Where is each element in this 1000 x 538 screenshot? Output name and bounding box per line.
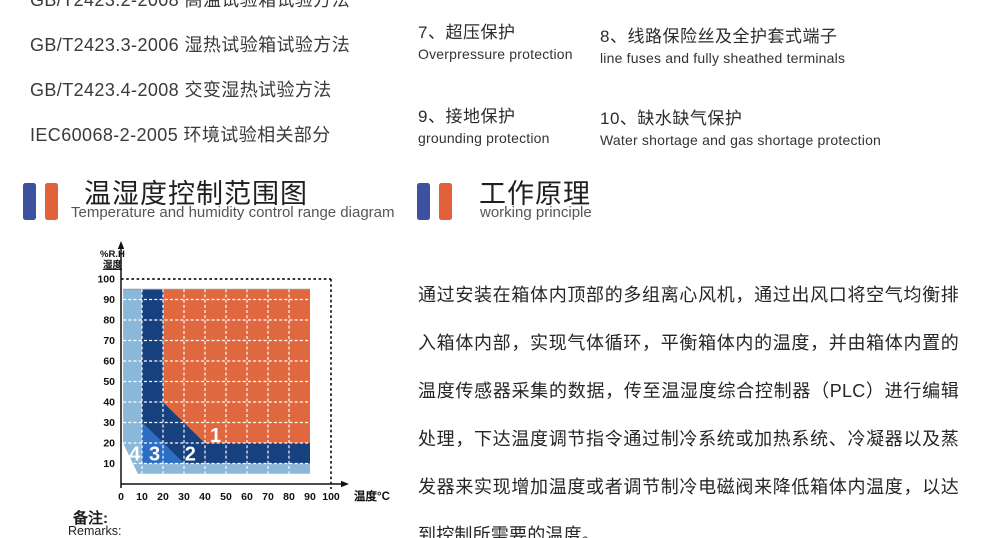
svg-text:30: 30 <box>103 417 115 429</box>
svg-text:60: 60 <box>103 356 115 368</box>
svg-text:80: 80 <box>103 315 115 327</box>
svg-text:40: 40 <box>199 491 211 503</box>
svg-text:80: 80 <box>283 491 295 503</box>
section-bars-icon <box>417 183 457 221</box>
blue-bar-icon <box>417 183 430 220</box>
svg-text:0: 0 <box>118 491 124 503</box>
svg-text:10: 10 <box>136 491 148 503</box>
svg-text:70: 70 <box>103 335 115 347</box>
blue-bar-icon <box>23 183 36 220</box>
svg-text:20: 20 <box>103 438 115 450</box>
working-principle-paragraph: 通过安装在箱体内顶部的多组离心风机，通过出风口将空气均衡排 入箱体内部，实现气体… <box>418 271 959 538</box>
svg-text:1: 1 <box>210 425 221 447</box>
protection-title-zh: 8、线路保险丝及全护套式端子 <box>600 27 838 46</box>
svg-text:70: 70 <box>262 491 274 503</box>
svg-text:10: 10 <box>103 458 115 470</box>
protection-title-en: grounding protection <box>418 130 550 146</box>
svg-text:20: 20 <box>157 491 169 503</box>
svg-text:4: 4 <box>129 443 141 465</box>
svg-text:90: 90 <box>103 294 115 306</box>
protection-item-9: 9、接地保护 grounding protection <box>418 102 550 146</box>
remarks-label-zh: 备注: <box>73 510 108 527</box>
svg-text:30: 30 <box>178 491 190 503</box>
standard-item: IEC60068-2-2005 环境试验相关部分 <box>30 125 331 145</box>
svg-text:2: 2 <box>185 443 196 465</box>
svg-text:温度°C: 温度°C <box>354 489 390 503</box>
svg-text:50: 50 <box>220 491 232 503</box>
section-bars-icon <box>23 183 63 221</box>
protection-item-8: 8、线路保险丝及全护套式端子 line fuses and fully shea… <box>600 22 845 66</box>
standard-item: GB/T2423.4-2008 交变湿热试验方法 <box>30 80 332 100</box>
protection-title-zh: 10、缺水缺气保护 <box>600 109 743 128</box>
svg-text:3: 3 <box>149 443 160 465</box>
svg-text:湿度: 湿度 <box>103 259 123 271</box>
svg-text:50: 50 <box>103 376 115 388</box>
paragraph-line: 到控制所需要的温度。 <box>418 525 600 538</box>
orange-bar-icon <box>45 183 58 220</box>
protection-title-zh: 7、超压保护 <box>418 23 516 42</box>
paragraph-line: 处理，下达温度调节指令通过制冷系统或加热系统、冷凝器以及蒸 <box>418 429 959 449</box>
range-chart-svg: 0 10 20 30 40 50 60 70 80 90 100 10 20 30 40 50 60 70 80 90… <box>97 241 390 503</box>
standard-item: GB/T2423.3-2006 湿热试验箱试验方法 <box>30 35 351 55</box>
paragraph-line: 发器来实现增加温度或者调节制冷电磁阀来降低箱体内温度，以达 <box>418 477 959 497</box>
svg-text:%R.H: %R.H <box>100 249 125 260</box>
protection-title-en: Overpressure protection <box>418 46 573 62</box>
remarks-label-en: Remarks: <box>68 524 122 538</box>
protection-title-en: Water shortage and gas shortage protecti… <box>600 132 882 148</box>
svg-text:100: 100 <box>98 274 115 286</box>
protection-title-en: line fuses and fully sheathed terminals <box>600 50 846 66</box>
orange-bar-icon <box>439 183 452 220</box>
svg-text:40: 40 <box>103 397 115 409</box>
svg-text:60: 60 <box>241 491 253 503</box>
section-title-working-principle: 工作原理 <box>479 179 591 209</box>
standard-item: GB/T2423.2-2008 高温试验箱试验方法 <box>30 0 351 10</box>
protection-item-10: 10、缺水缺气保护 Water shortage and gas shortag… <box>600 104 881 148</box>
protection-title-zh: 9、接地保护 <box>418 107 516 126</box>
paragraph-line: 入箱体内部，实现气体循环，平衡箱体内的温度，并由箱体内置的 <box>418 333 959 353</box>
section-subtitle-working-principle: working principle <box>480 204 592 221</box>
humidity-temperature-range-chart: 0 10 20 30 40 50 60 70 80 90 100 10 20 30 40 50 60 70 80 90… <box>97 237 403 515</box>
svg-text:100: 100 <box>322 491 340 503</box>
section-title-range-diagram: 温湿度控制范围图 <box>84 179 308 209</box>
paragraph-line: 温度传感器采集的数据，传至温湿度综合控制器（PLC）进行编辑 <box>418 381 959 401</box>
protection-item-7: 7、超压保护 Overpressure protection <box>418 18 573 62</box>
section-subtitle-range-diagram: Temperature and humidity control range d… <box>71 204 395 221</box>
paragraph-line: 通过安装在箱体内顶部的多组离心风机，通过出风口将空气均衡排 <box>418 285 959 305</box>
svg-text:90: 90 <box>304 491 316 503</box>
